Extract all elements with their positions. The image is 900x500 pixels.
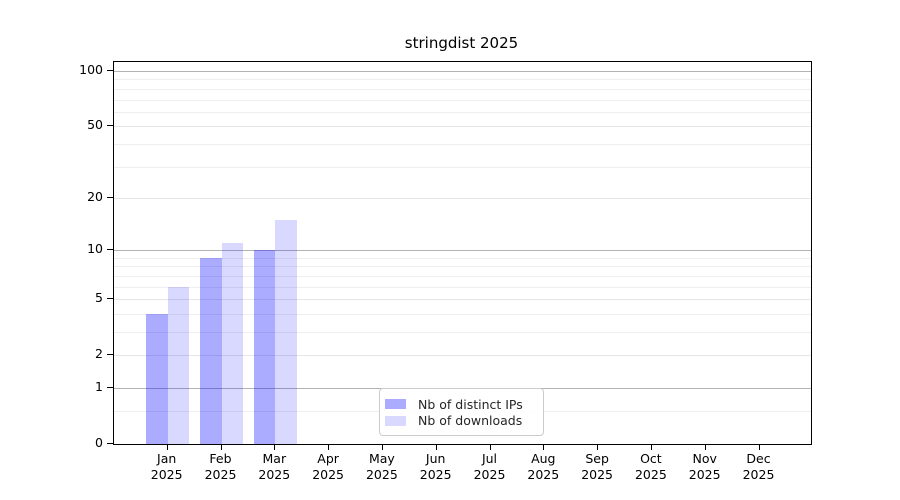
x-tick-jul bbox=[489, 445, 491, 450]
y-tick-2 bbox=[107, 354, 113, 356]
x-label-year: 2025 bbox=[204, 467, 237, 482]
y-tick-0 bbox=[107, 443, 113, 444]
gridline-y-10 bbox=[114, 250, 811, 252]
y-tick-10 bbox=[107, 249, 113, 251]
x-label-year: 2025 bbox=[742, 467, 775, 482]
x-tick-label-feb: Feb 2025 bbox=[205, 451, 237, 483]
x-label-month: Feb bbox=[209, 451, 232, 466]
gridline-y-4 bbox=[114, 313, 811, 315]
x-label-month: Jul bbox=[481, 451, 498, 466]
y-tick-label-50: 50 bbox=[87, 117, 103, 133]
y-tick-50 bbox=[107, 125, 113, 127]
legend-item-distinct-ips: Nb of distinct IPs bbox=[385, 396, 535, 413]
x-label-month: May bbox=[368, 451, 395, 466]
x-label-year: 2025 bbox=[312, 467, 344, 482]
x-label-month: Sep bbox=[585, 451, 609, 466]
x-tick-label-apr: Apr 2025 bbox=[312, 451, 344, 483]
x-label-year: 2025 bbox=[634, 467, 667, 482]
gridline-y-30 bbox=[114, 166, 811, 168]
x-tick-label-mar: Mar 2025 bbox=[258, 451, 290, 483]
gridline-y-60 bbox=[114, 111, 811, 113]
bar-nb-of-distinct-ips-jan bbox=[146, 313, 168, 444]
y-tick-1 bbox=[107, 386, 113, 388]
legend-swatch-downloads bbox=[385, 415, 406, 426]
y-tick-label-1: 1 bbox=[95, 378, 103, 394]
y-tick-label-10: 10 bbox=[87, 241, 103, 257]
x-tick-label-jun: Jun 2025 bbox=[420, 451, 452, 483]
legend: Nb of distinct IPs Nb of downloads bbox=[379, 388, 544, 436]
x-tick-nov bbox=[704, 445, 706, 450]
y-tick-20 bbox=[107, 196, 113, 198]
gridline-y-50 bbox=[114, 126, 811, 128]
plot-area bbox=[113, 61, 812, 445]
x-tick-aug bbox=[543, 445, 545, 450]
x-label-month: Oct bbox=[640, 451, 662, 466]
y-tick-label-2: 2 bbox=[95, 346, 103, 362]
bar-nb-of-distinct-ips-mar bbox=[253, 250, 276, 444]
x-label-year: 2025 bbox=[473, 467, 506, 482]
x-tick-label-jul: Jul 2025 bbox=[474, 451, 506, 483]
x-tick-label-aug: Aug 2025 bbox=[527, 451, 559, 483]
x-label-year: 2025 bbox=[258, 467, 291, 482]
x-tick-label-may: May 2025 bbox=[366, 451, 398, 483]
x-tick-may bbox=[381, 445, 383, 450]
y-tick-label-0: 0 bbox=[95, 435, 103, 450]
gridline-y-20 bbox=[114, 197, 811, 199]
x-tick-sep bbox=[597, 445, 599, 450]
gridline-y-2 bbox=[114, 355, 811, 357]
gridline-y-6 bbox=[114, 286, 811, 288]
gridline-y-8 bbox=[114, 266, 811, 268]
gridline-y-5 bbox=[114, 299, 811, 301]
gridline-y-100 bbox=[114, 71, 811, 73]
bar-nb-of-downloads-feb bbox=[221, 243, 243, 444]
x-label-year: 2025 bbox=[527, 467, 560, 482]
x-label-year: 2025 bbox=[688, 467, 721, 482]
x-tick-jun bbox=[435, 445, 437, 450]
x-label-year: 2025 bbox=[365, 467, 398, 482]
x-tick-dec bbox=[758, 445, 760, 450]
gridline-y-9 bbox=[114, 257, 811, 259]
x-tick-jan bbox=[166, 445, 168, 450]
x-label-month: Jan bbox=[157, 451, 177, 466]
gridline-y-70 bbox=[114, 99, 811, 101]
x-label-year: 2025 bbox=[581, 467, 613, 482]
y-tick-label-100: 100 bbox=[79, 62, 103, 78]
gridline-y-3 bbox=[114, 331, 811, 333]
gridline-y-90 bbox=[114, 79, 811, 81]
gridline-y-80 bbox=[114, 88, 811, 90]
x-label-month: Aug bbox=[531, 451, 556, 466]
gridline-y-7 bbox=[114, 275, 811, 277]
x-label-month: Nov bbox=[692, 451, 717, 466]
legend-label-distinct-ips: Nb of distinct IPs bbox=[418, 396, 523, 412]
x-label-month: Dec bbox=[746, 451, 771, 466]
legend-label-downloads: Nb of downloads bbox=[418, 413, 523, 429]
x-label-month: Jun bbox=[425, 451, 446, 466]
x-tick-label-jan: Jan 2025 bbox=[151, 451, 183, 483]
x-tick-mar bbox=[274, 445, 276, 450]
x-label-month: Apr bbox=[317, 451, 339, 466]
x-tick-label-oct: Oct 2025 bbox=[635, 451, 667, 483]
gridline-y-40 bbox=[114, 143, 811, 145]
x-label-year: 2025 bbox=[150, 467, 183, 482]
bar-nb-of-downloads-jan bbox=[167, 286, 190, 444]
legend-swatch-distinct-ips bbox=[385, 399, 406, 410]
y-tick-label-5: 5 bbox=[95, 290, 103, 306]
x-label-month: Mar bbox=[262, 451, 287, 466]
x-tick-label-dec: Dec 2025 bbox=[743, 451, 775, 483]
x-label-year: 2025 bbox=[419, 467, 452, 482]
x-tick-label-sep: Sep 2025 bbox=[581, 451, 613, 483]
x-tick-feb bbox=[220, 445, 222, 450]
y-tick-label-20: 20 bbox=[87, 188, 103, 204]
x-tick-label-nov: Nov 2025 bbox=[689, 451, 721, 483]
x-tick-apr bbox=[328, 445, 330, 450]
bar-nb-of-distinct-ips-feb bbox=[200, 257, 222, 444]
x-tick-oct bbox=[650, 445, 652, 450]
bar-nb-of-downloads-mar bbox=[275, 219, 297, 444]
y-tick-100 bbox=[107, 70, 113, 72]
y-tick-5 bbox=[107, 298, 113, 300]
legend-item-downloads: Nb of downloads bbox=[385, 413, 535, 430]
chart-title: stringdist 2025 bbox=[404, 34, 519, 52]
